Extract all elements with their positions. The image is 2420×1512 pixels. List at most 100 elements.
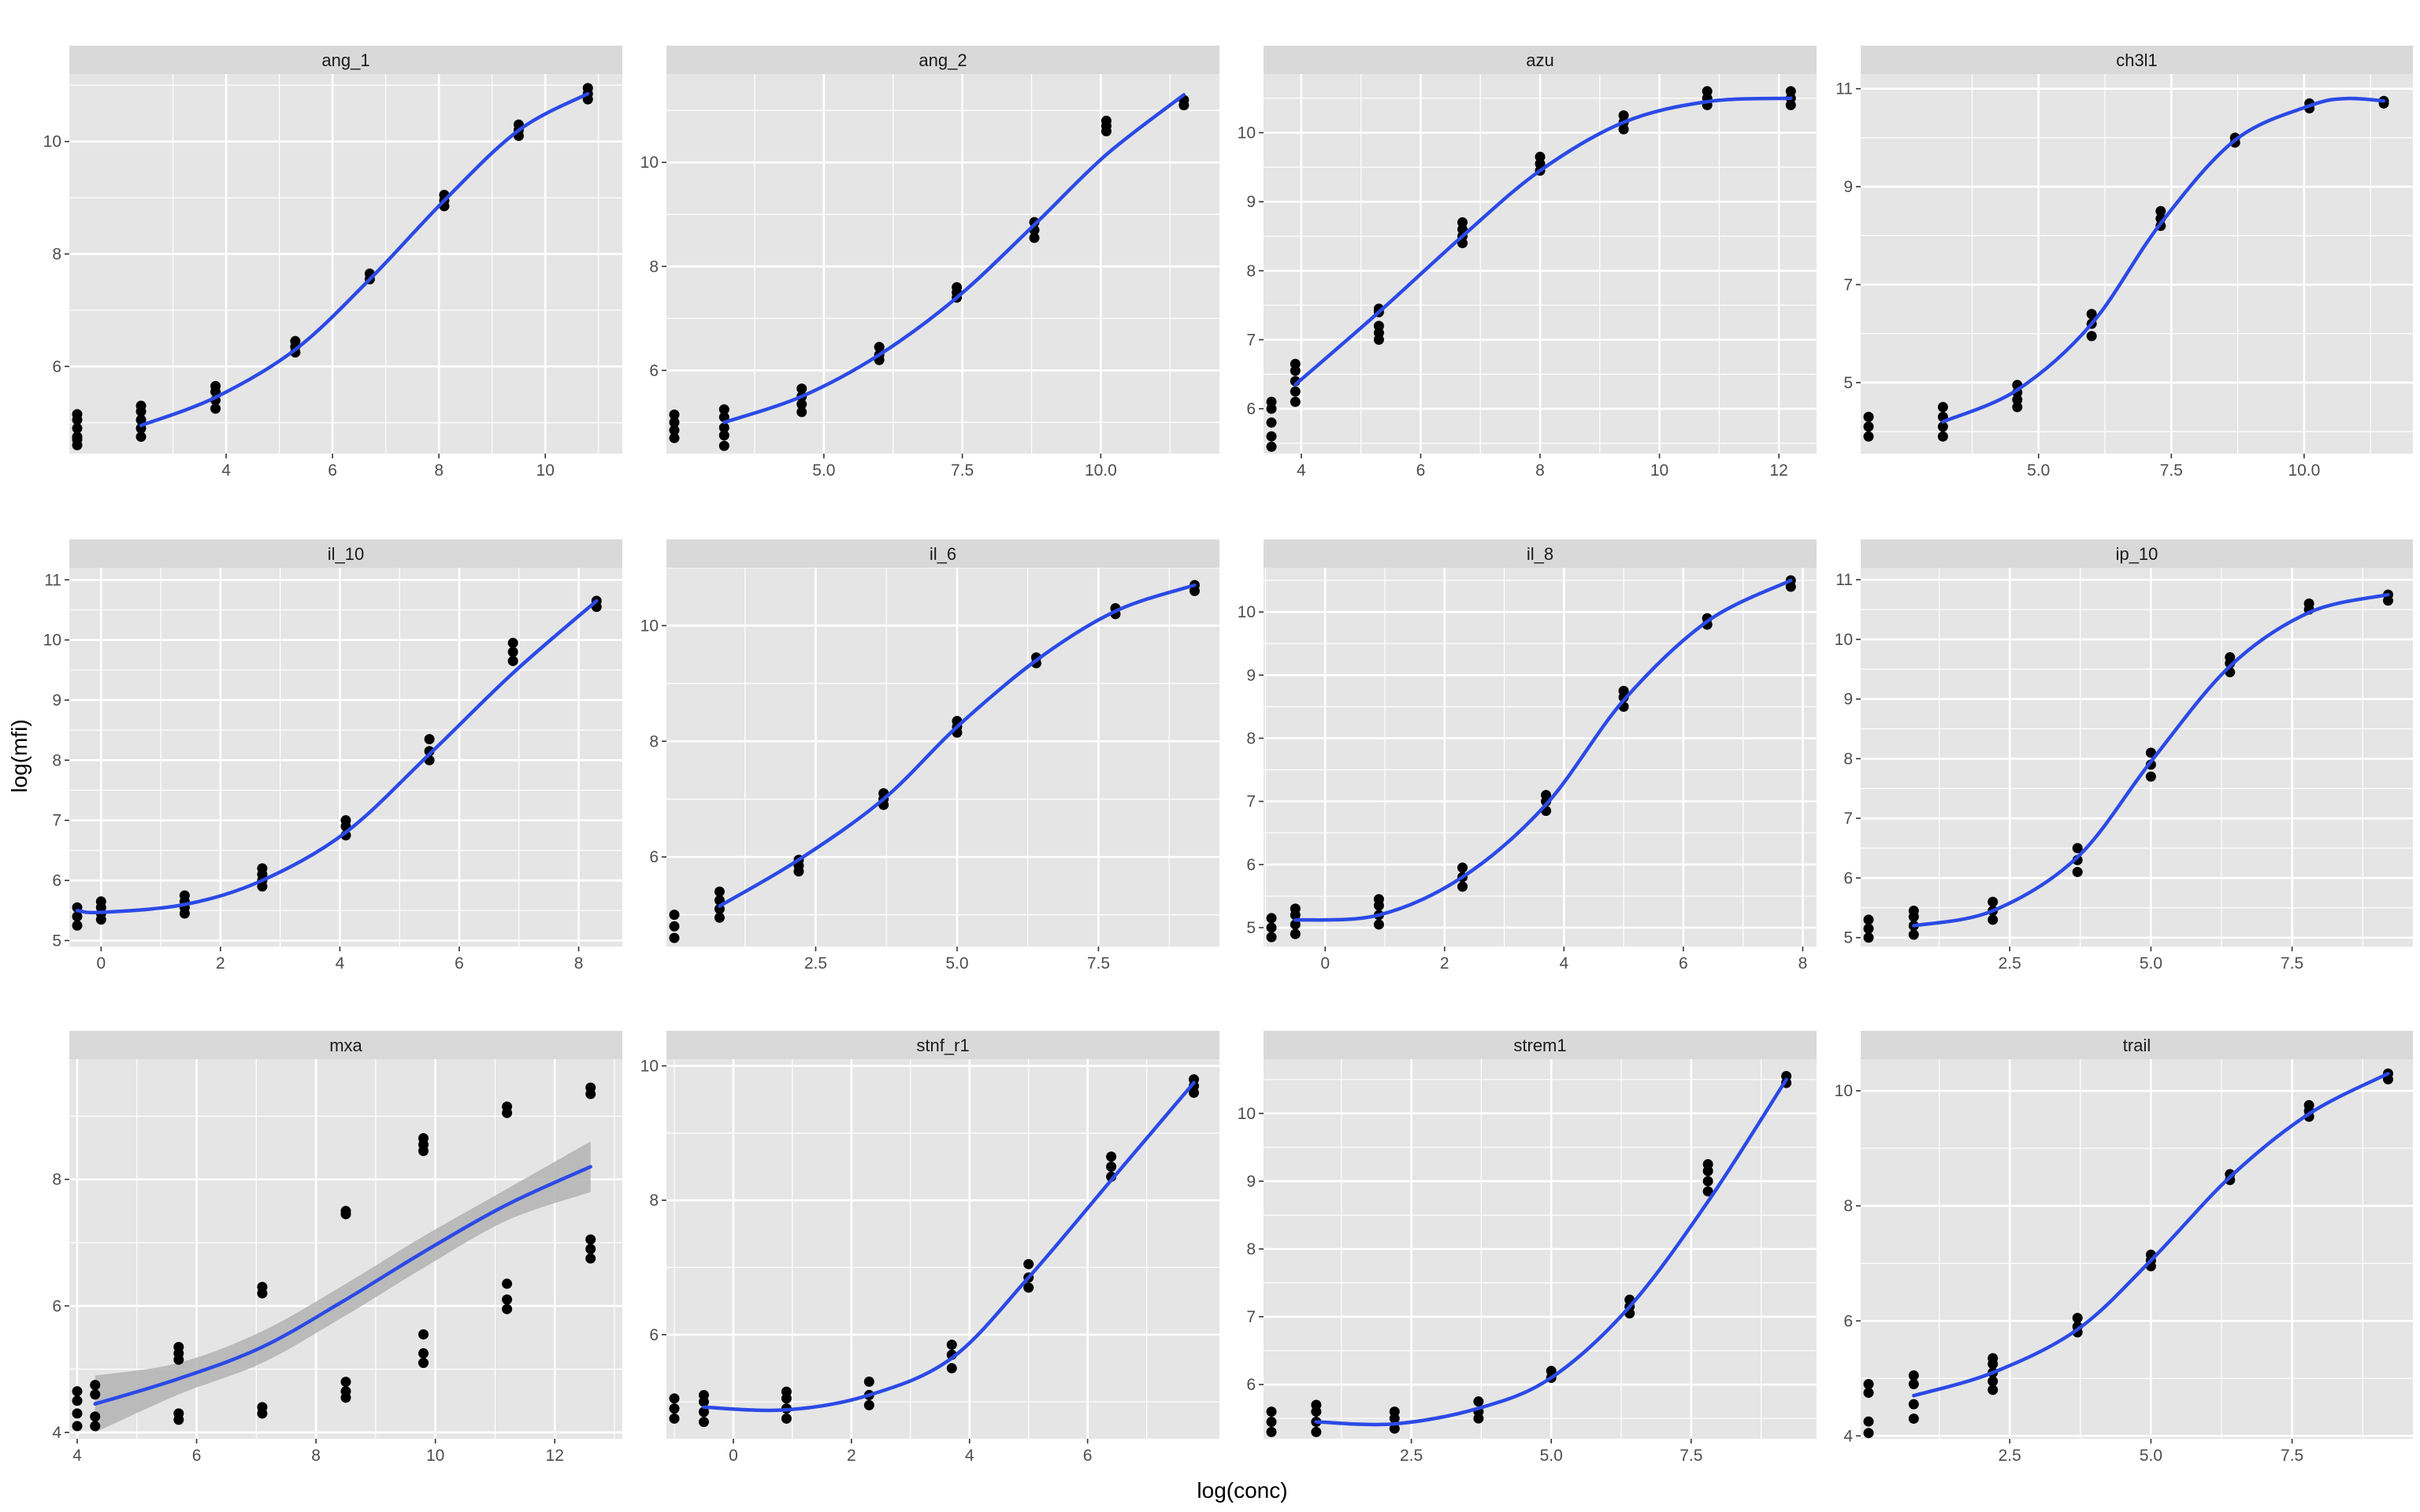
x-tick-label: 7.5 <box>2160 461 2183 480</box>
facet-title: ch3l1 <box>2116 50 2158 70</box>
data-point <box>1863 932 1874 943</box>
data-point <box>669 932 680 943</box>
y-tick-label: 8 <box>649 1191 659 1210</box>
gridlines <box>1861 568 2413 947</box>
data-point <box>1863 1428 1874 1439</box>
plot-content <box>669 580 1200 943</box>
panel-background <box>666 1059 1219 1439</box>
facet-title: mxa <box>329 1036 362 1055</box>
fit-line <box>722 93 1186 424</box>
data-point <box>1389 1406 1400 1418</box>
y-tick-label: 8 <box>649 732 659 750</box>
y-tick-label: 8 <box>52 246 61 264</box>
x-tick-label: 12 <box>546 1447 564 1465</box>
facet-strip <box>666 1031 1219 1059</box>
data-point <box>1785 86 1796 97</box>
data-point <box>669 432 680 443</box>
y-tick-label: 8 <box>52 1171 61 1189</box>
panel-ip_10: ip_10 2.5 5.0 7.5 5 6 7 8 9 10 11 <box>1835 539 2413 973</box>
y-axis-title: log(mfi) <box>7 719 32 792</box>
y-tick-label: 10 <box>640 1058 659 1076</box>
data-point <box>796 383 807 394</box>
x-tick-label: 5.0 <box>2140 1447 2162 1465</box>
data-point <box>1535 151 1546 162</box>
data-point <box>1373 894 1384 905</box>
x-tick-label: 5.0 <box>945 954 968 973</box>
x-tick-label: 4 <box>72 1447 82 1465</box>
x-tick-label: 7.5 <box>2281 1447 2303 1465</box>
facet-strip <box>1861 539 2413 568</box>
confidence-ribbon <box>95 1141 591 1432</box>
data-point <box>1988 1376 1999 1387</box>
data-point <box>1023 1258 1034 1269</box>
x-tick-label: 10.0 <box>2288 461 2320 480</box>
data-point <box>90 1421 101 1432</box>
data-point <box>1106 1151 1117 1162</box>
plot-content <box>72 1082 596 1432</box>
fit-line <box>75 598 599 915</box>
data-point <box>1290 903 1301 914</box>
data-point <box>72 423 83 434</box>
x-tick-label: 6 <box>1679 954 1688 973</box>
facet-title: stnf_r1 <box>916 1036 969 1055</box>
facet-strip <box>69 539 622 568</box>
data-point <box>2145 771 2156 782</box>
facet-strip <box>666 539 1219 568</box>
data-point <box>1908 929 1919 940</box>
y-tick-label: 9 <box>1246 1173 1256 1191</box>
gridlines <box>1861 74 2413 454</box>
data-point <box>1457 862 1468 873</box>
data-point <box>507 647 518 658</box>
y-tick-label: 10 <box>1835 631 1853 649</box>
plot-content <box>1266 575 1796 943</box>
data-point <box>2225 652 2236 663</box>
data-point <box>1373 919 1384 930</box>
data-point <box>718 430 729 441</box>
data-point <box>418 1132 429 1143</box>
x-tick-label: 7.5 <box>2281 954 2303 973</box>
data-point <box>2072 843 2083 854</box>
panel-stnf_r1: stnf_r1 0 2 4 6 6 8 10 <box>640 1031 1219 1465</box>
data-point <box>1541 790 1552 801</box>
y-tick-label: 6 <box>1246 400 1256 418</box>
panel-il_10: il_10 0 2 4 6 8 5 6 7 8 9 10 11 <box>43 539 622 973</box>
data-point <box>179 890 190 901</box>
data-point <box>340 1386 351 1397</box>
x-tick-label: 7.5 <box>951 461 974 480</box>
data-point <box>585 1243 596 1254</box>
y-tick-label: 6 <box>649 361 659 380</box>
data-point <box>1266 417 1277 428</box>
y-tick-label: 10 <box>1835 1082 1853 1100</box>
data-point <box>1863 914 1874 925</box>
data-point <box>585 1082 596 1093</box>
data-point <box>257 1281 268 1292</box>
data-point <box>507 637 518 648</box>
x-tick-label: 5.0 <box>2140 954 2162 973</box>
data-point <box>1101 115 1112 126</box>
data-point <box>1266 1416 1277 1427</box>
data-point <box>1937 421 1948 432</box>
facet-title: il_10 <box>328 544 364 564</box>
data-point <box>796 406 807 417</box>
y-tick-label: 5 <box>1246 919 1256 937</box>
data-point <box>72 920 83 931</box>
y-tick-label: 8 <box>1246 262 1256 280</box>
panel-background <box>1264 568 1817 947</box>
data-point <box>1266 396 1277 407</box>
plot-content <box>1863 1068 2393 1439</box>
y-tick-label: 7 <box>52 812 61 830</box>
data-point <box>669 1403 680 1414</box>
data-point <box>72 434 83 445</box>
plot-content <box>1863 589 2393 943</box>
panel-background <box>1861 568 2413 947</box>
data-point <box>1266 1406 1277 1418</box>
x-tick-label: 6 <box>455 954 464 973</box>
fit-line <box>702 1080 1196 1413</box>
data-point <box>1290 396 1301 407</box>
data-point <box>781 1386 792 1397</box>
x-tick-label: 5.0 <box>812 461 835 480</box>
panel-background <box>69 568 622 947</box>
x-tick-label: 2.5 <box>804 954 827 973</box>
data-point <box>1702 86 1713 97</box>
